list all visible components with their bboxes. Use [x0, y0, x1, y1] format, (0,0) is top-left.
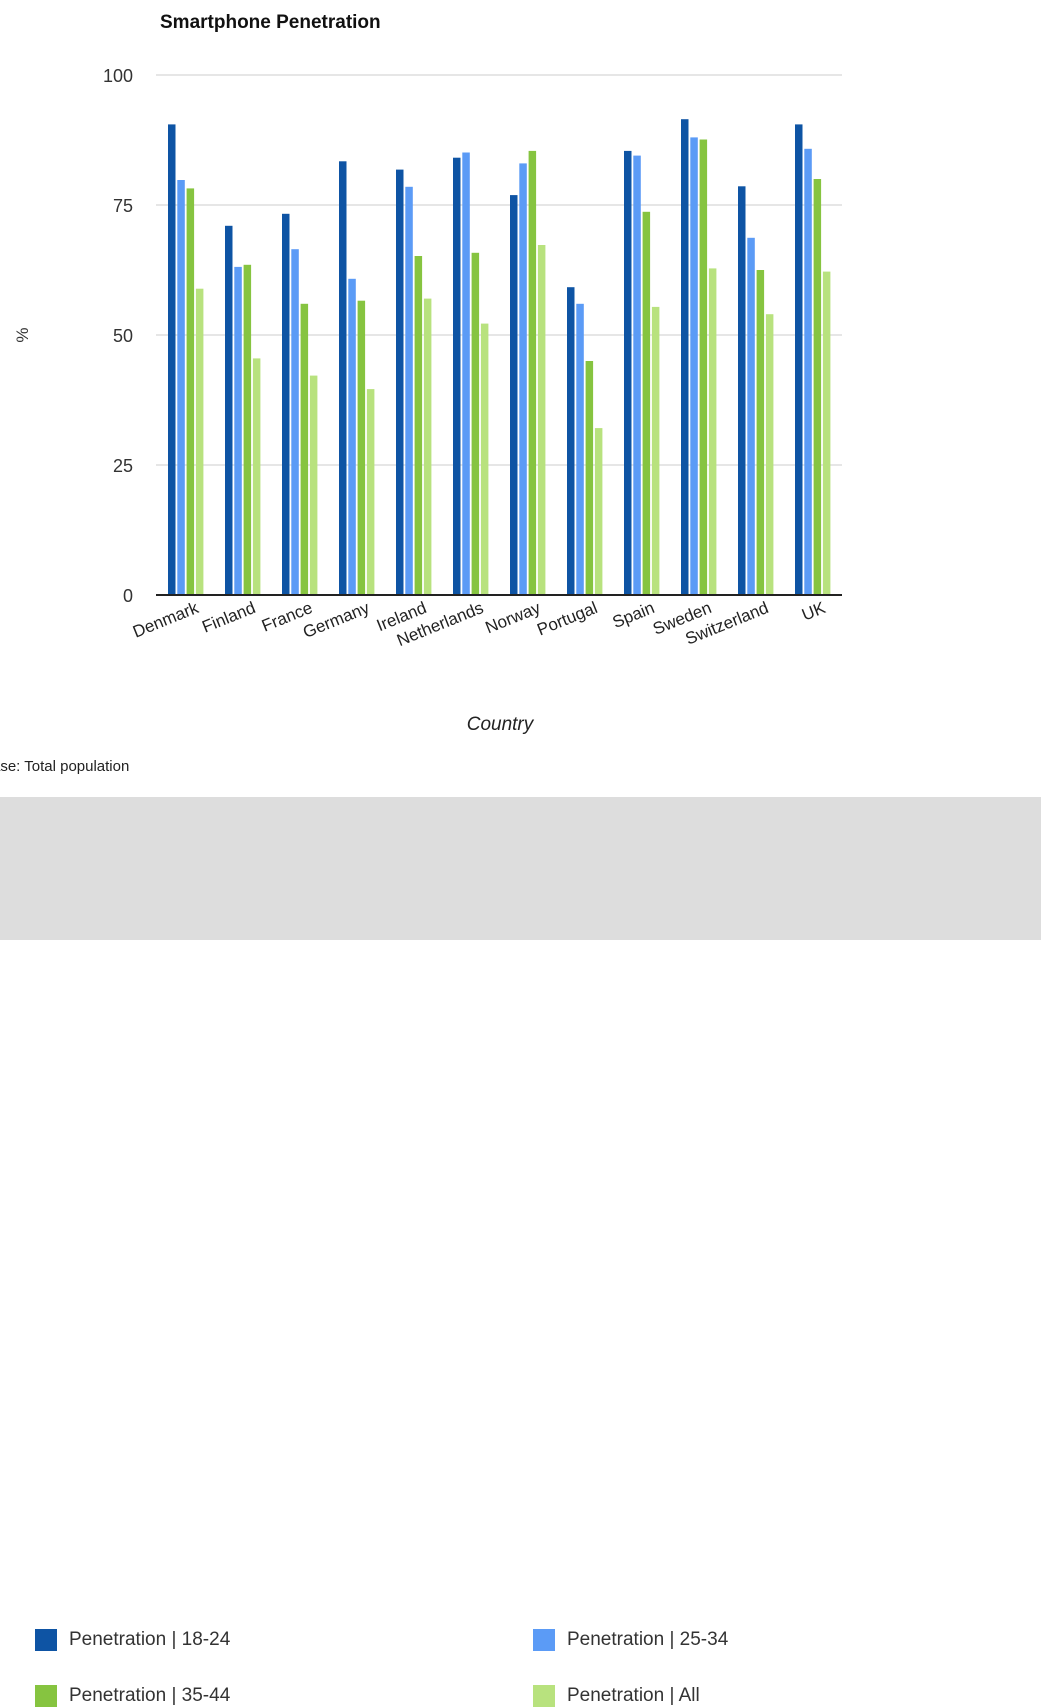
bar [234, 266, 242, 595]
bar [738, 186, 746, 596]
bar [594, 428, 603, 595]
bar [576, 303, 584, 595]
bar [252, 358, 261, 595]
y-tick-label: 25 [113, 456, 133, 476]
y-tick-label: 0 [123, 586, 133, 606]
x-tick-label: Finland [199, 598, 258, 637]
bar [651, 306, 660, 595]
bar [309, 375, 318, 595]
legend-swatch [35, 1685, 57, 1707]
bar [567, 287, 575, 595]
bar [177, 180, 185, 595]
bar [195, 288, 204, 595]
x-tick-label: Denmark [130, 598, 202, 642]
bar [795, 124, 803, 596]
bar [480, 323, 489, 595]
bar [243, 264, 252, 595]
bar [186, 188, 195, 595]
legend-label: Penetration | 35-44 [69, 1685, 231, 1706]
legend-item-25-34[interactable]: Penetration | 25-34 [533, 1629, 728, 1651]
bar [462, 152, 470, 595]
legend: Penetration | 18-24 Penetration | 25-34 … [0, 797, 1041, 1707]
x-tick-label: Norway [483, 598, 544, 637]
legend-label: Penetration | All [567, 1685, 700, 1706]
bar [624, 150, 632, 595]
legend-swatch [533, 1685, 555, 1707]
x-tick-label: Germany [300, 598, 372, 642]
x-axis-label: Country [467, 714, 535, 735]
bar [300, 303, 309, 595]
legend-swatch [35, 1629, 57, 1651]
bar [822, 271, 831, 595]
legend-item-35-44[interactable]: Penetration | 35-44 [35, 1685, 230, 1707]
bar [519, 163, 527, 595]
bar [537, 245, 546, 595]
bar [396, 169, 404, 595]
y-axis-label: % [13, 327, 32, 342]
bar [453, 157, 461, 595]
bar [357, 300, 366, 595]
bar [471, 252, 480, 596]
legend-item-all[interactable]: Penetration | All [533, 1685, 700, 1707]
bar [414, 256, 423, 595]
y-tick-label: 100 [103, 66, 133, 86]
bar [642, 211, 651, 596]
bar [681, 119, 689, 595]
bar [405, 186, 413, 596]
bar [339, 161, 347, 596]
bar [585, 361, 594, 595]
bar [510, 195, 518, 595]
bar [804, 148, 812, 596]
chart-title: Smartphone Penetration [160, 12, 381, 33]
x-tick-label: Portugal [534, 598, 600, 639]
footnote: ase: Total population [0, 758, 130, 775]
bar [708, 268, 717, 595]
bar [699, 139, 708, 595]
x-tick-label: Spain [610, 598, 657, 632]
bar [348, 278, 356, 595]
legend-label: Penetration | 25-34 [567, 1629, 729, 1650]
y-tick-label: 50 [113, 326, 133, 346]
bar [747, 237, 755, 596]
bar [291, 249, 299, 595]
legend-item-18-24[interactable]: Penetration | 18-24 [35, 1629, 230, 1651]
y-tick-label: 75 [113, 196, 133, 216]
bar [528, 150, 537, 595]
bar [225, 225, 233, 596]
legend-label: Penetration | 18-24 [69, 1629, 231, 1650]
bars [168, 119, 831, 596]
gridlines [156, 74, 842, 466]
bar [756, 270, 765, 595]
bar [423, 298, 432, 595]
bar [282, 213, 290, 596]
legend-swatch [533, 1629, 555, 1651]
bar [690, 137, 698, 595]
bar [765, 314, 774, 595]
bar [168, 124, 176, 596]
x-tick-label: UK [799, 598, 829, 625]
y-tick-labels: 0 25 50 75 100 [103, 66, 133, 606]
bar [633, 155, 641, 595]
bar [366, 389, 375, 595]
bar [813, 179, 822, 595]
